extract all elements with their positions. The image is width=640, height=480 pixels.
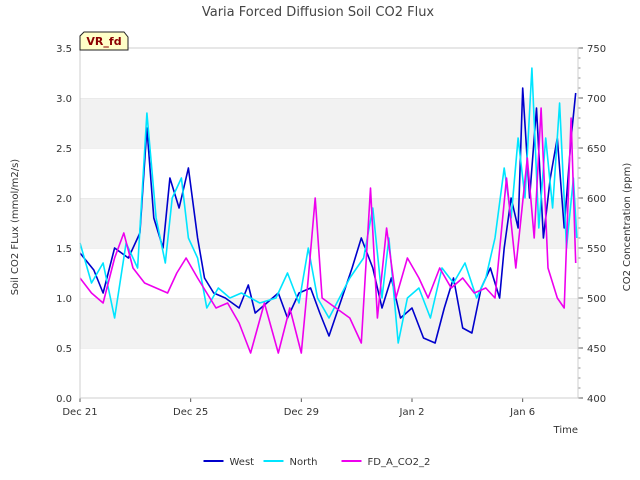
- x-tick-label: Jan 6: [509, 407, 535, 418]
- left-axis-ticks: 0.0 0.5 1.0 1.5 2.0 2.5 3.0 3.5: [56, 44, 72, 405]
- y-tick-label-right: 750: [587, 44, 606, 55]
- y-tick-label: 3.5: [56, 44, 72, 55]
- chart-badge: VR_fd: [79, 31, 129, 51]
- x-axis-label: Time: [553, 425, 578, 436]
- y-tick-label: 1.0: [56, 294, 72, 305]
- badge-label: VR_fd: [86, 35, 121, 48]
- x-axis-ticks: Dec 21 Dec 25 Dec 29 Jan 2 Jan 6: [62, 398, 535, 418]
- x-tick-label: Dec 29: [284, 407, 319, 418]
- x-tick-label: Dec 25: [173, 407, 208, 418]
- grid-bands: [80, 47, 578, 398]
- y-tick-label: 0.0: [56, 394, 72, 405]
- grid-band: [80, 348, 578, 398]
- x-tick-label: Jan 2: [399, 407, 425, 418]
- y-tick-label: 2.0: [56, 194, 72, 205]
- y-axis-label: Soil CO2 FLux (mmol/m2/s): [10, 159, 21, 296]
- grid-band: [80, 298, 578, 348]
- series-line-west: [79, 87, 577, 344]
- legend-entry-label: FD_A_CO2_2: [368, 457, 431, 468]
- plot-frame: [79, 47, 579, 399]
- legend-entry-label: North: [290, 457, 318, 468]
- right-axis-ticks: 400 450 500 550 600 650 700 750: [578, 44, 606, 405]
- badge-shape: [79, 31, 129, 51]
- y-tick-label-right: 600: [587, 194, 606, 205]
- y-tick-label-right: 550: [587, 244, 606, 255]
- x-tick-label: Dec 21: [62, 407, 97, 418]
- grid-band: [80, 48, 578, 98]
- chart-title: Varia Forced Diffusion Soil CO2 Flux: [202, 5, 435, 20]
- y-tick-label-right: 450: [587, 344, 606, 355]
- y-tick-label-right: 700: [587, 94, 606, 105]
- grid-band: [80, 148, 578, 198]
- y-tick-label: 3.0: [56, 94, 72, 105]
- y-axis-label-right: CO2 Concentration (ppm): [622, 163, 633, 292]
- grid-band: [80, 98, 578, 148]
- y-tick-label: 1.5: [56, 244, 72, 255]
- y-tick-label-right: 400: [587, 394, 606, 405]
- legend-entry-label: West: [230, 457, 255, 468]
- series-line-north: [79, 67, 578, 344]
- y-tick-label: 2.5: [56, 144, 72, 155]
- y-tick-label-right: 650: [587, 144, 606, 155]
- series-layer: [79, 67, 578, 354]
- y-tick-label: 0.5: [56, 344, 72, 355]
- legend: West North FD_A_CO2_2: [203, 457, 431, 468]
- y-tick-label-right: 500: [587, 294, 606, 305]
- series-line-fd-a-co2-2: [79, 107, 577, 354]
